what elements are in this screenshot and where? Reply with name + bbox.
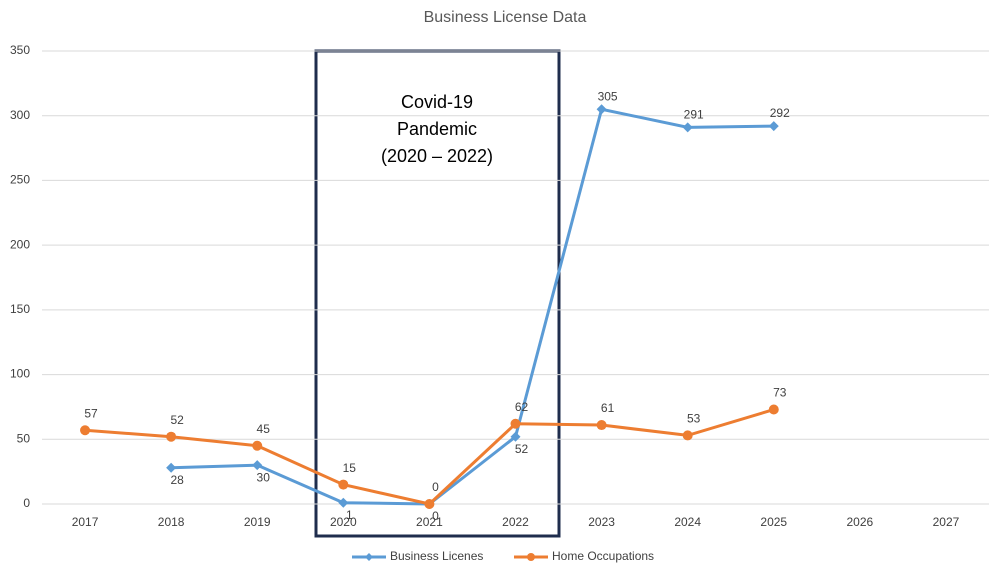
marker xyxy=(768,121,779,132)
data-label: 30 xyxy=(257,470,271,484)
y-tick-label: 300 xyxy=(10,108,30,122)
series-line xyxy=(84,408,775,506)
y-tick-label: 350 xyxy=(10,43,30,57)
data-label: 0 xyxy=(432,509,439,523)
series-line xyxy=(171,107,774,506)
marker xyxy=(682,430,693,441)
marker xyxy=(510,418,521,429)
marker xyxy=(596,104,607,115)
x-tick-label: 2022 xyxy=(502,515,529,529)
data-label: 305 xyxy=(598,89,618,103)
y-tick-label: 200 xyxy=(10,237,30,251)
marker xyxy=(338,479,349,490)
annotation: Pandemic xyxy=(397,119,477,139)
marker xyxy=(596,420,607,431)
data-label: 45 xyxy=(257,422,271,436)
marker xyxy=(768,404,779,415)
marker xyxy=(166,431,177,442)
legend-marker xyxy=(527,553,535,561)
x-tick-label: 2017 xyxy=(72,515,99,529)
data-label: 62 xyxy=(515,400,529,414)
data-label: 57 xyxy=(84,406,98,420)
data-label: 1 xyxy=(346,508,353,522)
data-label: 0 xyxy=(432,480,439,494)
y-tick-label: 50 xyxy=(17,431,31,445)
legend-marker xyxy=(365,553,373,561)
annotation: (2020 – 2022) xyxy=(381,146,493,166)
x-tick-label: 2021 xyxy=(416,515,443,529)
data-label: 52 xyxy=(170,413,184,427)
x-tick-label: 2025 xyxy=(760,515,787,529)
x-tick-label: 2027 xyxy=(933,515,960,529)
y-tick-label: 250 xyxy=(10,173,30,187)
x-tick-label: 2024 xyxy=(674,515,701,529)
marker xyxy=(80,425,91,436)
data-label: 53 xyxy=(687,412,701,426)
data-label: 73 xyxy=(773,386,787,400)
x-tick-label: 2026 xyxy=(847,515,874,529)
marker xyxy=(252,460,263,471)
chart-title: Business License Data xyxy=(424,9,587,26)
y-tick-label: 100 xyxy=(10,367,30,381)
marker xyxy=(424,499,435,509)
x-tick-label: 2018 xyxy=(158,515,185,529)
marker xyxy=(252,440,263,451)
marker xyxy=(510,431,521,442)
y-tick-label: 150 xyxy=(10,302,30,316)
marker xyxy=(338,497,349,508)
annotation: Covid-19 xyxy=(401,92,473,112)
legend-label: Business Licenes xyxy=(390,549,483,563)
data-label: 52 xyxy=(515,442,529,456)
x-tick-label: 2019 xyxy=(244,515,271,529)
legend-label: Home Occupations xyxy=(552,549,654,563)
data-label: 61 xyxy=(601,401,615,415)
x-tick-label: 2020 xyxy=(330,515,357,529)
y-tick-label: 0 xyxy=(23,496,30,510)
data-label: 292 xyxy=(770,106,790,120)
marker xyxy=(166,462,177,473)
data-label: 15 xyxy=(343,461,357,475)
data-label: 28 xyxy=(170,473,184,487)
x-tick-label: 2023 xyxy=(588,515,615,529)
marker xyxy=(682,122,693,133)
data-label: 291 xyxy=(684,108,704,122)
